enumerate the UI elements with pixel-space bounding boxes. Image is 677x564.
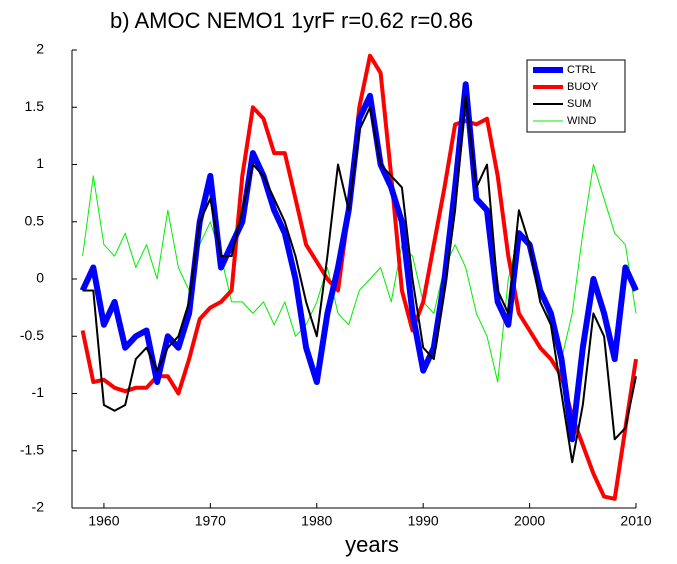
series-line (79, 81, 639, 443)
y-tick-label: -1.5 (20, 441, 44, 457)
y-tick-label: 1.5 (25, 98, 45, 114)
y-tick-label: -0.5 (20, 327, 44, 343)
series-line (80, 53, 638, 501)
y-tick-label: 1 (36, 155, 44, 171)
x-tick-label: 1980 (301, 513, 332, 529)
x-tick-label: 2000 (514, 513, 545, 529)
legend-label: BUOY (567, 81, 599, 93)
legend-label: SUM (567, 98, 591, 110)
legend-label: WIND (567, 115, 596, 127)
x-tick-label: 1970 (195, 513, 226, 529)
x-tick-label: 2010 (620, 513, 651, 529)
series-line (82, 94, 637, 464)
y-tick-label: 2 (36, 41, 44, 57)
y-tick-label: 0.5 (25, 212, 45, 228)
y-tick-label: -2 (32, 499, 45, 515)
y-tick-label: 0 (36, 270, 44, 286)
x-tick-label: 1960 (88, 513, 119, 529)
legend-label: CTRL (567, 64, 596, 76)
x-tick-label: 1990 (408, 513, 439, 529)
chart-title: b) AMOC NEMO1 1yrF r=0.62 r=0.86 (110, 8, 473, 33)
y-tick-label: -1 (32, 384, 45, 400)
x-axis-label: years (345, 532, 399, 557)
